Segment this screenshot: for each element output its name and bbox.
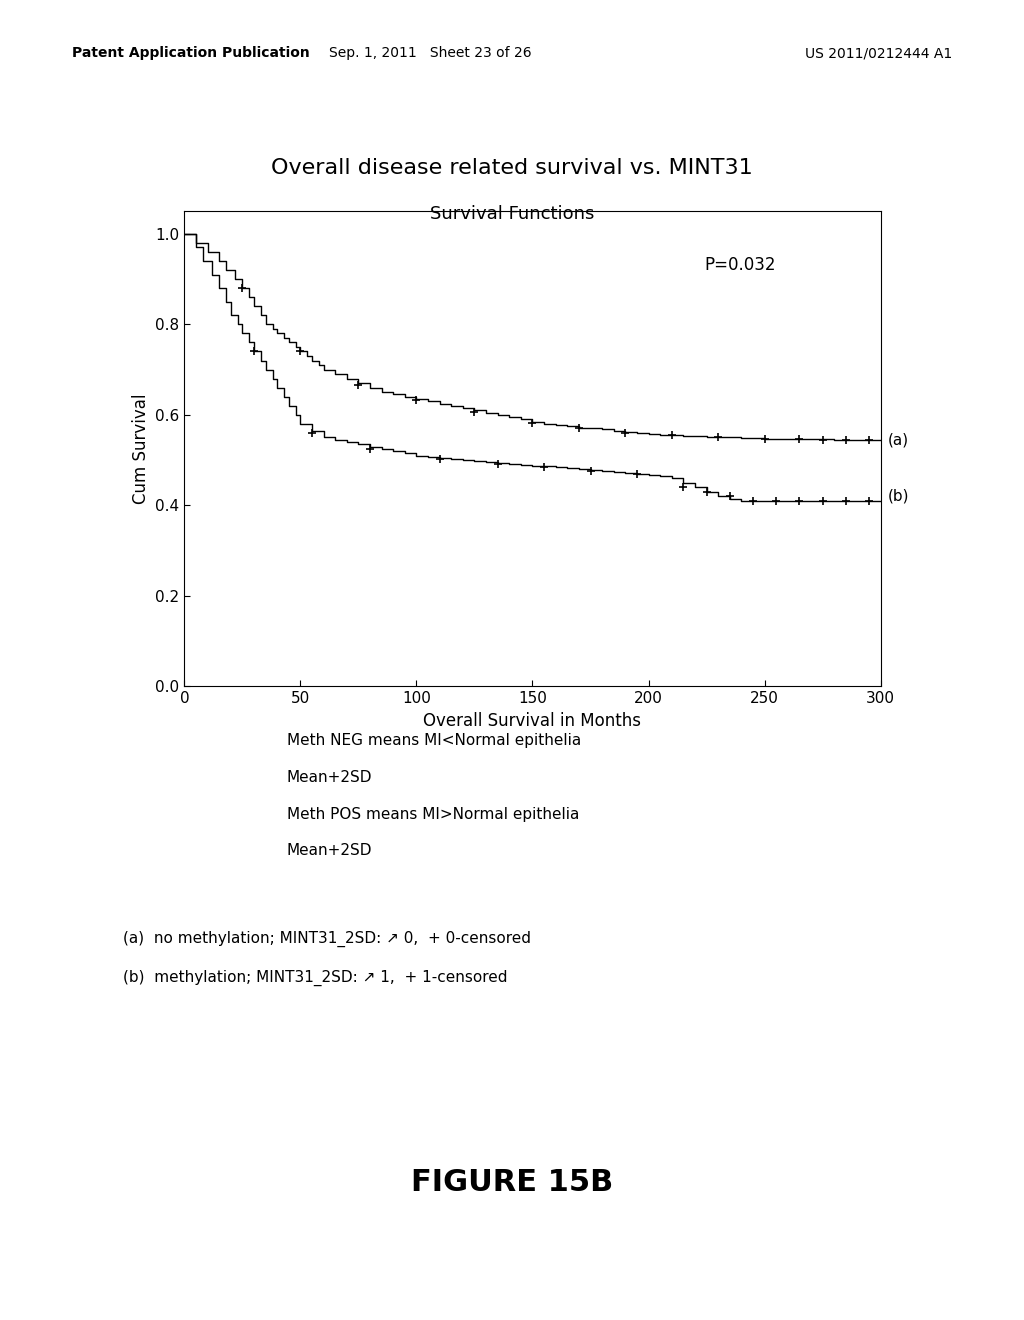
Text: (a): (a): [888, 432, 908, 447]
Text: Overall disease related survival vs. MINT31: Overall disease related survival vs. MIN…: [271, 158, 753, 178]
Text: (a)  no methylation; MINT31_2SD: ↗ 0,  + 0-censored: (a) no methylation; MINT31_2SD: ↗ 0, + 0…: [123, 931, 530, 946]
Y-axis label: Cum Survival: Cum Survival: [132, 393, 150, 504]
Text: Meth POS means MI>Normal epithelia: Meth POS means MI>Normal epithelia: [287, 807, 580, 821]
Text: Mean+2SD: Mean+2SD: [287, 843, 372, 858]
Text: (b): (b): [888, 488, 909, 504]
Text: P=0.032: P=0.032: [705, 256, 776, 275]
Text: US 2011/0212444 A1: US 2011/0212444 A1: [805, 46, 952, 61]
Text: Survival Functions: Survival Functions: [430, 205, 594, 223]
Text: Meth NEG means MI<Normal epithelia: Meth NEG means MI<Normal epithelia: [287, 733, 581, 747]
Text: Patent Application Publication: Patent Application Publication: [72, 46, 309, 61]
Text: FIGURE 15B: FIGURE 15B: [411, 1168, 613, 1197]
Text: Sep. 1, 2011   Sheet 23 of 26: Sep. 1, 2011 Sheet 23 of 26: [329, 46, 531, 61]
X-axis label: Overall Survival in Months: Overall Survival in Months: [424, 711, 641, 730]
Text: Mean+2SD: Mean+2SD: [287, 770, 372, 784]
Text: (b)  methylation; MINT31_2SD: ↗ 1,  + 1-censored: (b) methylation; MINT31_2SD: ↗ 1, + 1-ce…: [123, 970, 507, 986]
